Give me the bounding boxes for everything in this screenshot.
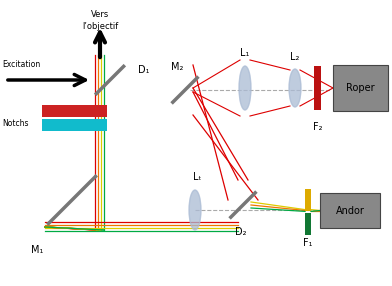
- Bar: [333, 65, 388, 111]
- Text: Lₜ: Lₜ: [193, 172, 201, 182]
- Bar: [42, 119, 107, 131]
- Text: Notchs: Notchs: [2, 118, 29, 128]
- Text: M₁: M₁: [31, 245, 43, 255]
- Ellipse shape: [289, 69, 301, 107]
- Text: l’objectif: l’objectif: [82, 22, 118, 31]
- Ellipse shape: [189, 190, 201, 230]
- Text: L₂: L₂: [290, 52, 300, 62]
- Ellipse shape: [239, 66, 251, 110]
- Bar: [314, 66, 321, 110]
- Text: F₂: F₂: [313, 122, 323, 132]
- Text: Vers: Vers: [91, 10, 109, 19]
- Text: Roper: Roper: [346, 83, 375, 93]
- Text: F₁: F₁: [303, 238, 313, 248]
- Text: D₁: D₁: [138, 65, 149, 75]
- Bar: [305, 213, 311, 235]
- Text: L₁: L₁: [240, 48, 250, 58]
- Text: Excitation: Excitation: [2, 60, 40, 69]
- Bar: [305, 189, 311, 211]
- Bar: [42, 105, 107, 117]
- Text: M₂: M₂: [171, 62, 183, 72]
- Bar: [320, 193, 380, 228]
- Text: Andor: Andor: [336, 206, 365, 215]
- Text: D₂: D₂: [235, 227, 247, 237]
